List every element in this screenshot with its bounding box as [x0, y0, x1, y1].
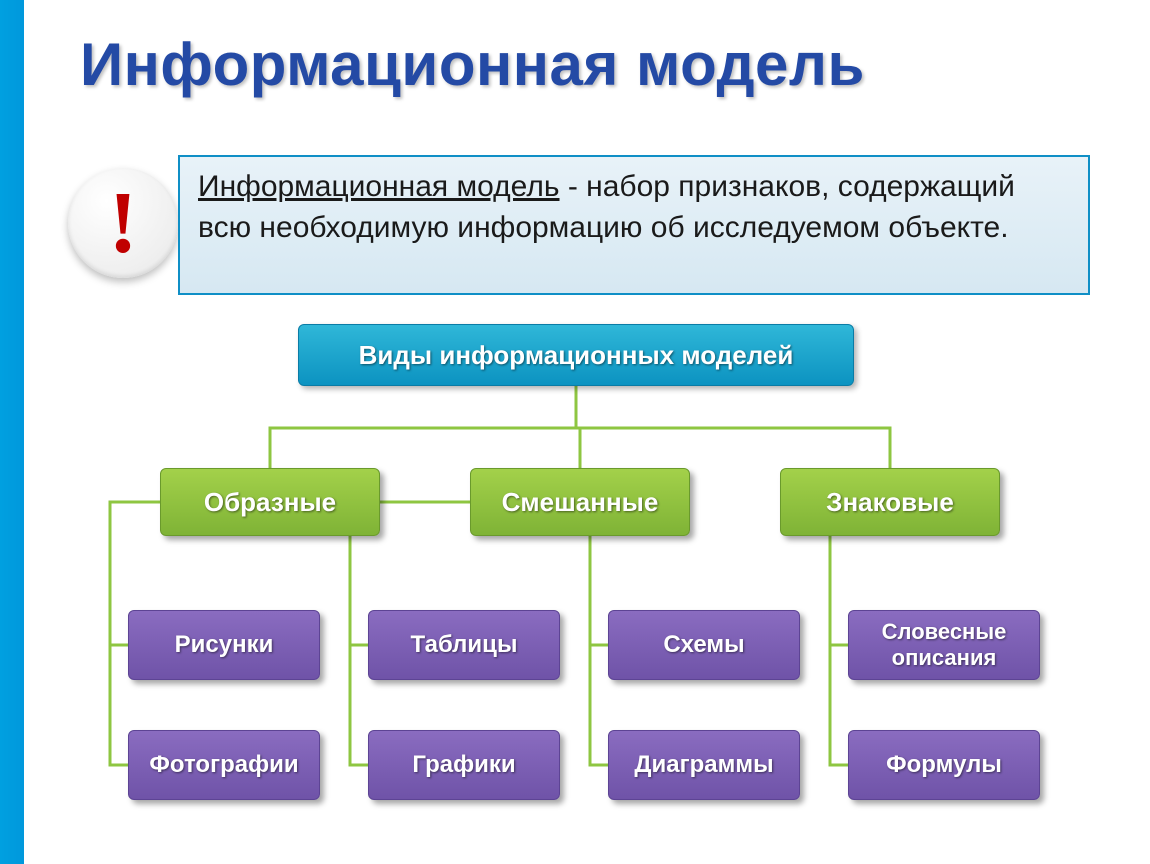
- node-l_shem: Схемы: [608, 610, 800, 680]
- node-l_diag: Диаграммы: [608, 730, 800, 800]
- definition-box: Информационная модель - набор признаков,…: [178, 155, 1090, 295]
- left-accent-bar: [0, 0, 24, 864]
- node-l_slov: Словесные описания: [848, 610, 1040, 680]
- node-m2: Смешанные: [470, 468, 690, 536]
- node-m3: Знаковые: [780, 468, 1000, 536]
- node-l_foto: Фотографии: [128, 730, 320, 800]
- hierarchy-diagram: Виды информационных моделей Образные Смеша…: [30, 310, 1130, 850]
- node-l_ris: Рисунки: [128, 610, 320, 680]
- node-m1: Образные: [160, 468, 380, 536]
- node-root: Виды информационных моделей: [298, 324, 854, 386]
- node-l_graf: Графики: [368, 730, 560, 800]
- node-l_form: Формулы: [848, 730, 1040, 800]
- page-title: Информационная модель: [80, 30, 865, 99]
- node-l_tab: Таблицы: [368, 610, 560, 680]
- exclaim-icon: !: [108, 173, 137, 274]
- definition-term: Информационная модель: [198, 170, 560, 203]
- exclaim-badge: !: [68, 168, 178, 278]
